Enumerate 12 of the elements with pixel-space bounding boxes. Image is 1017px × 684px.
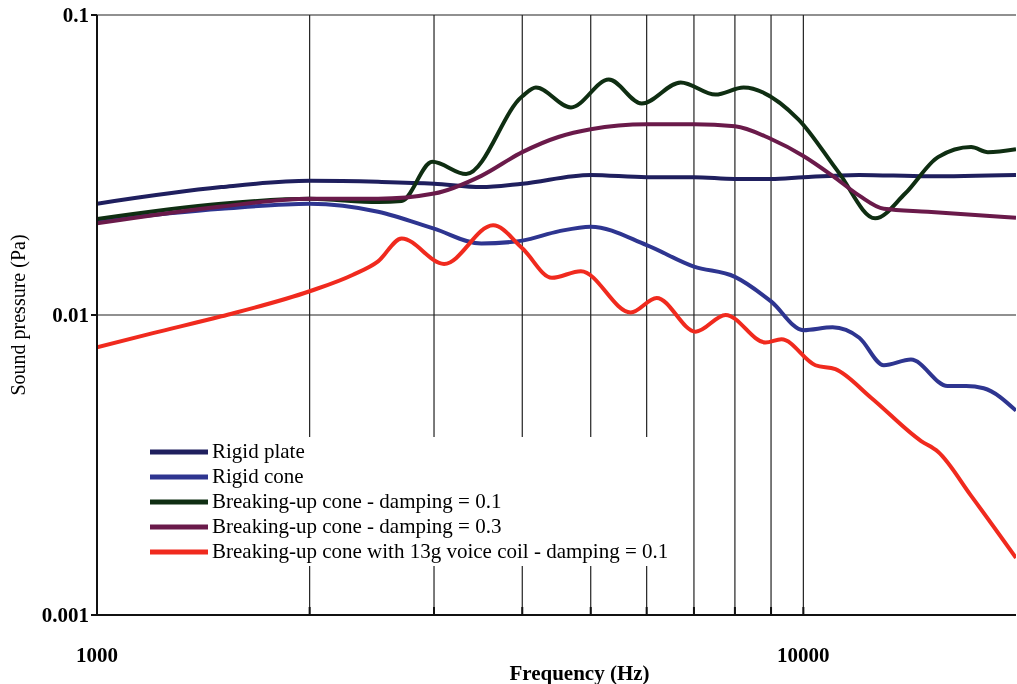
y-tick-label: 0.1: [62, 3, 89, 28]
y-tick-label: 0.001: [41, 603, 89, 628]
y-axis-title: Sound pressure (Pa): [7, 234, 31, 396]
x-tick-label: 1000: [76, 642, 118, 667]
legend-label: Rigid cone: [212, 464, 304, 489]
y-tick-label: 0.01: [52, 303, 89, 328]
legend-label: Breaking-up cone - damping = 0.1: [212, 489, 502, 514]
x-axis-title: Frequency (Hz): [509, 661, 650, 684]
legend-label: Rigid plate: [212, 439, 305, 464]
legend-label: Breaking-up cone with 13g voice coil - damping = 0.1: [212, 539, 669, 564]
legend-label: Breaking-up cone - damping = 0.3: [212, 514, 502, 539]
x-tick-label: 10000: [777, 642, 830, 667]
